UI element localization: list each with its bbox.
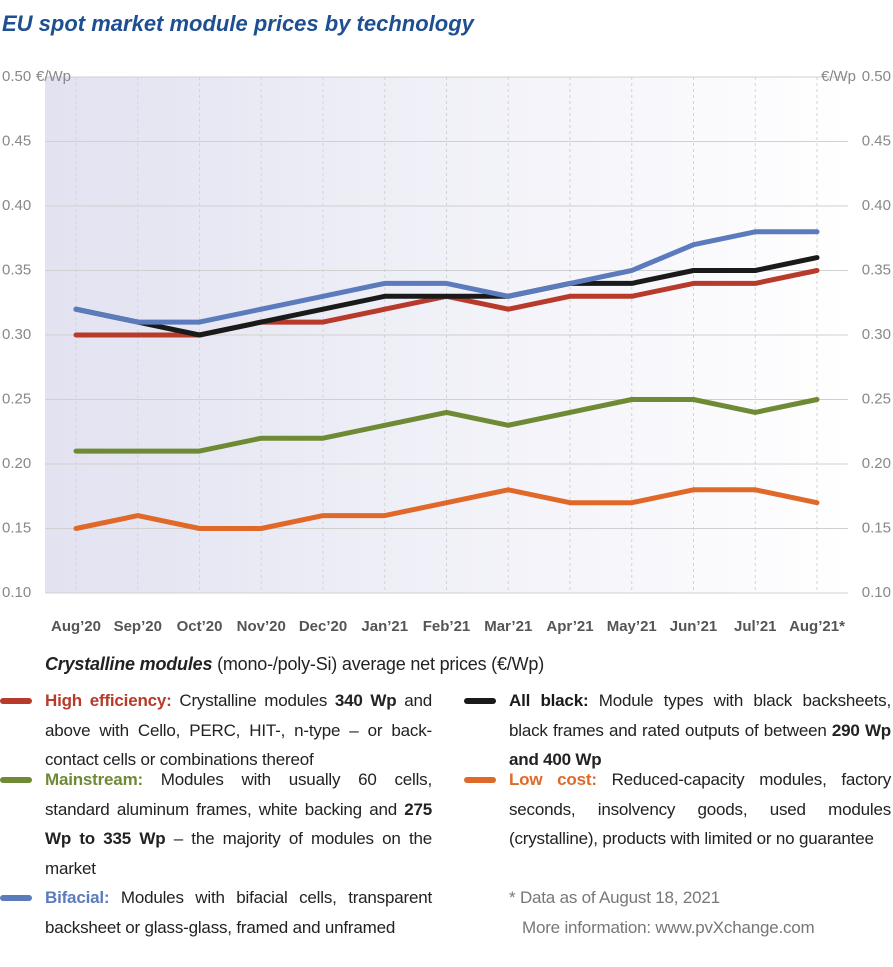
legend-description: Modules with bifacial cells, transparent…: [45, 888, 432, 937]
x-tick-label: Jan’21: [361, 618, 408, 635]
legend-description: Crystalline modules: [171, 691, 335, 710]
footnote: More information: www.pvXchange.com: [522, 917, 815, 937]
y2-tick-label: 0.15: [862, 519, 891, 536]
legend-entry: High efficiency: Crystalline modules 340…: [0, 686, 432, 775]
legend-description: Modules with usually 60 cells, standard …: [45, 770, 432, 819]
legend-name: Bifacial:: [45, 888, 110, 907]
y2-tick-label: 0.45: [862, 132, 891, 149]
legend-swatch: [0, 895, 32, 901]
series-line: [73, 255, 820, 338]
legend-name: All black:: [509, 691, 589, 710]
legend-description: and above with Cello, PERC, HIT-, n-type…: [45, 691, 432, 769]
y-tick-label: 0.50: [2, 68, 31, 85]
legend-entry: Low cost: Reduced-capacity modules, fact…: [464, 765, 891, 854]
x-tick-label: Aug’21*: [789, 618, 845, 635]
y2-tick-label: 0.35: [862, 261, 891, 278]
x-tick-label: Dec’20: [299, 618, 347, 635]
legend-description: Reduced-capacity modules, factory second…: [509, 770, 891, 848]
x-tick-label: Mar’21: [484, 618, 532, 635]
x-tick-label: Nov’20: [237, 618, 286, 635]
x-tick-label: Jun’21: [670, 618, 718, 635]
y-tick-label: 0.25: [2, 390, 31, 407]
chart-title: EU spot market module prices by technolo…: [2, 11, 476, 36]
y2-unit: €/Wp: [821, 68, 856, 85]
y2-tick-label: 0.50: [862, 68, 891, 85]
y-tick-label: 0.15: [2, 519, 31, 536]
y-tick-label: 0.30: [2, 326, 31, 343]
legend-description: 275 Wp to 335 Wp: [45, 799, 432, 849]
legend-swatch: [464, 777, 496, 783]
legend-swatch: [0, 777, 32, 783]
legend-description: 340 Wp: [334, 691, 397, 710]
x-tick-label: Oct’20: [177, 618, 223, 635]
x-tick-label: Sep’20: [114, 618, 162, 635]
legend-name: Low cost:: [509, 770, 597, 789]
x-tick-label: Jul’21: [734, 618, 777, 635]
y-tick-label: 0.10: [2, 584, 31, 601]
legend-swatch: [464, 698, 496, 704]
legend-entry: Mainstream: Modules with usually 60 cell…: [0, 765, 432, 883]
y-unit: €/Wp: [36, 68, 71, 85]
series-line: [73, 487, 820, 531]
legend-heading: Crystalline modules (mono-/poly-Si) aver…: [45, 650, 845, 680]
legend-entry: Bifacial: Modules with bifacial cells, t…: [0, 883, 432, 942]
x-tick-label: May’21: [607, 618, 657, 635]
legend-title: Crystalline modules: [45, 654, 213, 674]
legend-subtitle: (mono-/poly-Si) average net prices (€/Wp…: [212, 654, 544, 674]
x-tick-label: Feb’21: [423, 618, 471, 635]
y2-tick-label: 0.20: [862, 455, 891, 472]
legend-description: – the majority of modules on the market: [45, 829, 432, 878]
y-tick-label: 0.45: [2, 132, 31, 149]
x-tick-label: Apr’21: [546, 618, 593, 635]
legend-description: 290 Wp and 400 Wp: [509, 720, 891, 770]
y-tick-label: 0.20: [2, 455, 31, 472]
legend-name: High efficiency:: [45, 691, 172, 710]
y-tick-label: 0.40: [2, 197, 31, 214]
y2-tick-label: 0.25: [862, 390, 891, 407]
series-line: [73, 397, 820, 454]
legend-name: Mainstream:: [45, 770, 143, 789]
legend-swatch: [0, 698, 32, 704]
x-tick-label: Aug’20: [51, 618, 101, 635]
series-line: [73, 229, 820, 325]
y-tick-label: 0.35: [2, 261, 31, 278]
legend-description: Module types with black backsheets, blac…: [509, 691, 891, 740]
footnote: * Data as of August 18, 2021: [509, 888, 720, 907]
legend-entry: All black: Module types with black backs…: [464, 686, 891, 775]
y2-tick-label: 0.10: [862, 584, 891, 601]
chart: EU spot market module prices by technolo…: [2, 11, 891, 635]
y2-tick-label: 0.40: [862, 197, 891, 214]
y2-tick-label: 0.30: [862, 326, 891, 343]
